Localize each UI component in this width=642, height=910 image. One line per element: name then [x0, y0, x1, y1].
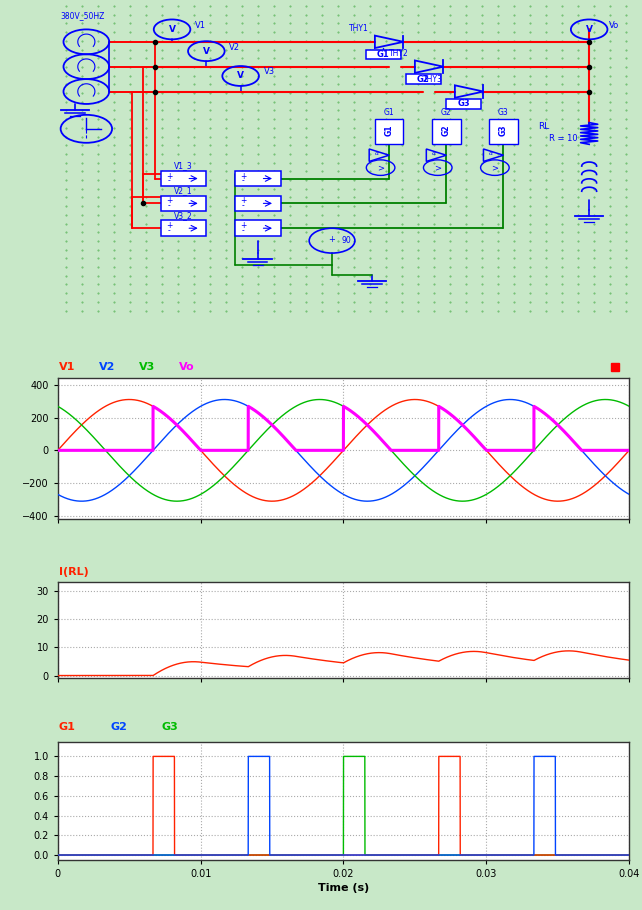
Bar	[489, 119, 517, 145]
Text: G3: G3	[498, 107, 509, 116]
Text: G2: G2	[441, 107, 451, 116]
Bar	[235, 220, 281, 236]
Bar	[432, 119, 460, 145]
Text: V1_3: V1_3	[174, 162, 193, 170]
Text: V: V	[586, 25, 593, 34]
Text: +: +	[166, 171, 173, 180]
Text: I(RL): I(RL)	[59, 567, 89, 577]
Text: +: +	[166, 221, 173, 230]
Text: THY2: THY2	[389, 49, 409, 58]
Text: G3: G3	[457, 99, 470, 108]
Text: R = 10: R = 10	[549, 135, 578, 143]
Text: G1: G1	[384, 107, 394, 116]
Text: -: -	[242, 227, 245, 235]
Text: G2: G2	[110, 722, 127, 732]
Text: V1: V1	[195, 21, 206, 30]
Bar	[160, 220, 206, 236]
Text: α: α	[375, 151, 379, 157]
Text: V: V	[237, 72, 244, 80]
Bar	[446, 99, 481, 108]
Text: V: V	[203, 46, 210, 56]
Text: Vo: Vo	[609, 21, 620, 30]
Bar	[235, 196, 281, 211]
Text: G3: G3	[499, 125, 508, 136]
Bar	[160, 171, 206, 187]
Text: Vo: Vo	[179, 362, 195, 372]
Text: G2: G2	[442, 125, 451, 136]
Text: G3: G3	[162, 722, 178, 732]
Text: V2_1: V2_1	[174, 187, 193, 196]
Text: G1: G1	[59, 722, 76, 732]
Text: α: α	[432, 151, 436, 157]
Text: +: +	[240, 221, 247, 230]
Text: -: -	[168, 227, 171, 235]
Text: V3_2: V3_2	[174, 211, 193, 220]
Text: V: V	[169, 25, 175, 34]
X-axis label: Time (s): Time (s)	[318, 883, 369, 893]
Bar	[160, 196, 206, 211]
Bar	[375, 119, 403, 145]
Text: +: +	[329, 235, 336, 244]
Text: THY1: THY1	[349, 24, 369, 33]
Text: G1: G1	[385, 125, 394, 136]
Text: G2: G2	[417, 75, 430, 84]
Text: >: >	[491, 163, 498, 172]
Text: -: -	[168, 177, 171, 186]
Bar	[367, 49, 401, 59]
Text: +: +	[240, 197, 247, 206]
Text: 380V_50HZ: 380V_50HZ	[60, 12, 105, 21]
Text: >: >	[434, 163, 441, 172]
Text: V3: V3	[139, 362, 155, 372]
Text: -: -	[242, 177, 245, 186]
Text: -: -	[168, 201, 171, 210]
Text: -: -	[242, 201, 245, 210]
Text: 90: 90	[342, 236, 351, 245]
Text: THY3: THY3	[424, 76, 444, 85]
Text: >: >	[377, 163, 384, 172]
Text: V2: V2	[99, 362, 116, 372]
Text: G1: G1	[377, 50, 390, 59]
Bar	[406, 75, 440, 84]
Text: V1: V1	[59, 362, 75, 372]
Text: RL: RL	[538, 122, 549, 131]
Text: V3: V3	[263, 67, 275, 76]
Text: +: +	[240, 171, 247, 180]
Text: +: +	[166, 197, 173, 206]
Text: V2: V2	[229, 43, 240, 52]
Text: α: α	[489, 151, 493, 157]
Bar	[235, 171, 281, 187]
